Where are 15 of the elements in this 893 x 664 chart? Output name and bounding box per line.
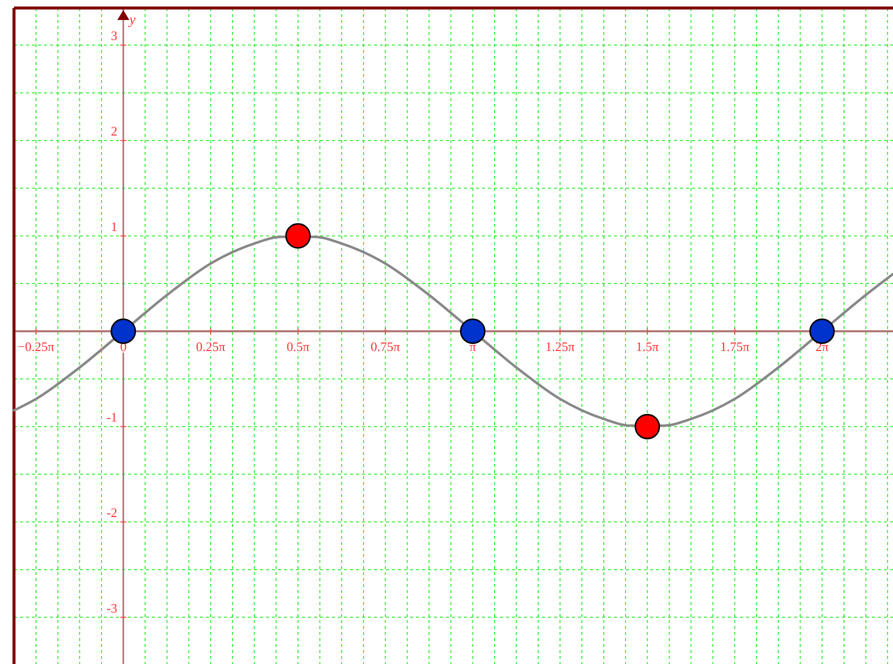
y-tick-label: 2 [110, 124, 118, 139]
y-axis-title: y [127, 13, 136, 28]
y-tick-label: -2 [106, 504, 118, 520]
y-tick-label: 3 [110, 28, 118, 44]
x-tick-label: π [469, 339, 476, 354]
y-tick-label: -1 [106, 410, 118, 425]
y-tick-label: 1 [110, 218, 118, 234]
x-tick-label: 0.5π [286, 339, 310, 354]
x-tick-label: 0.25π [196, 339, 226, 354]
x-tick-label: −0.25π [18, 339, 55, 354]
x-tick-label: 0.75π [370, 339, 400, 354]
x-tick-label: 1.5π [636, 339, 660, 354]
x-tick-label: 1.75π [720, 339, 750, 354]
y-tick-label: -3 [106, 600, 118, 616]
x-tick-label: 1.25π [545, 339, 576, 354]
